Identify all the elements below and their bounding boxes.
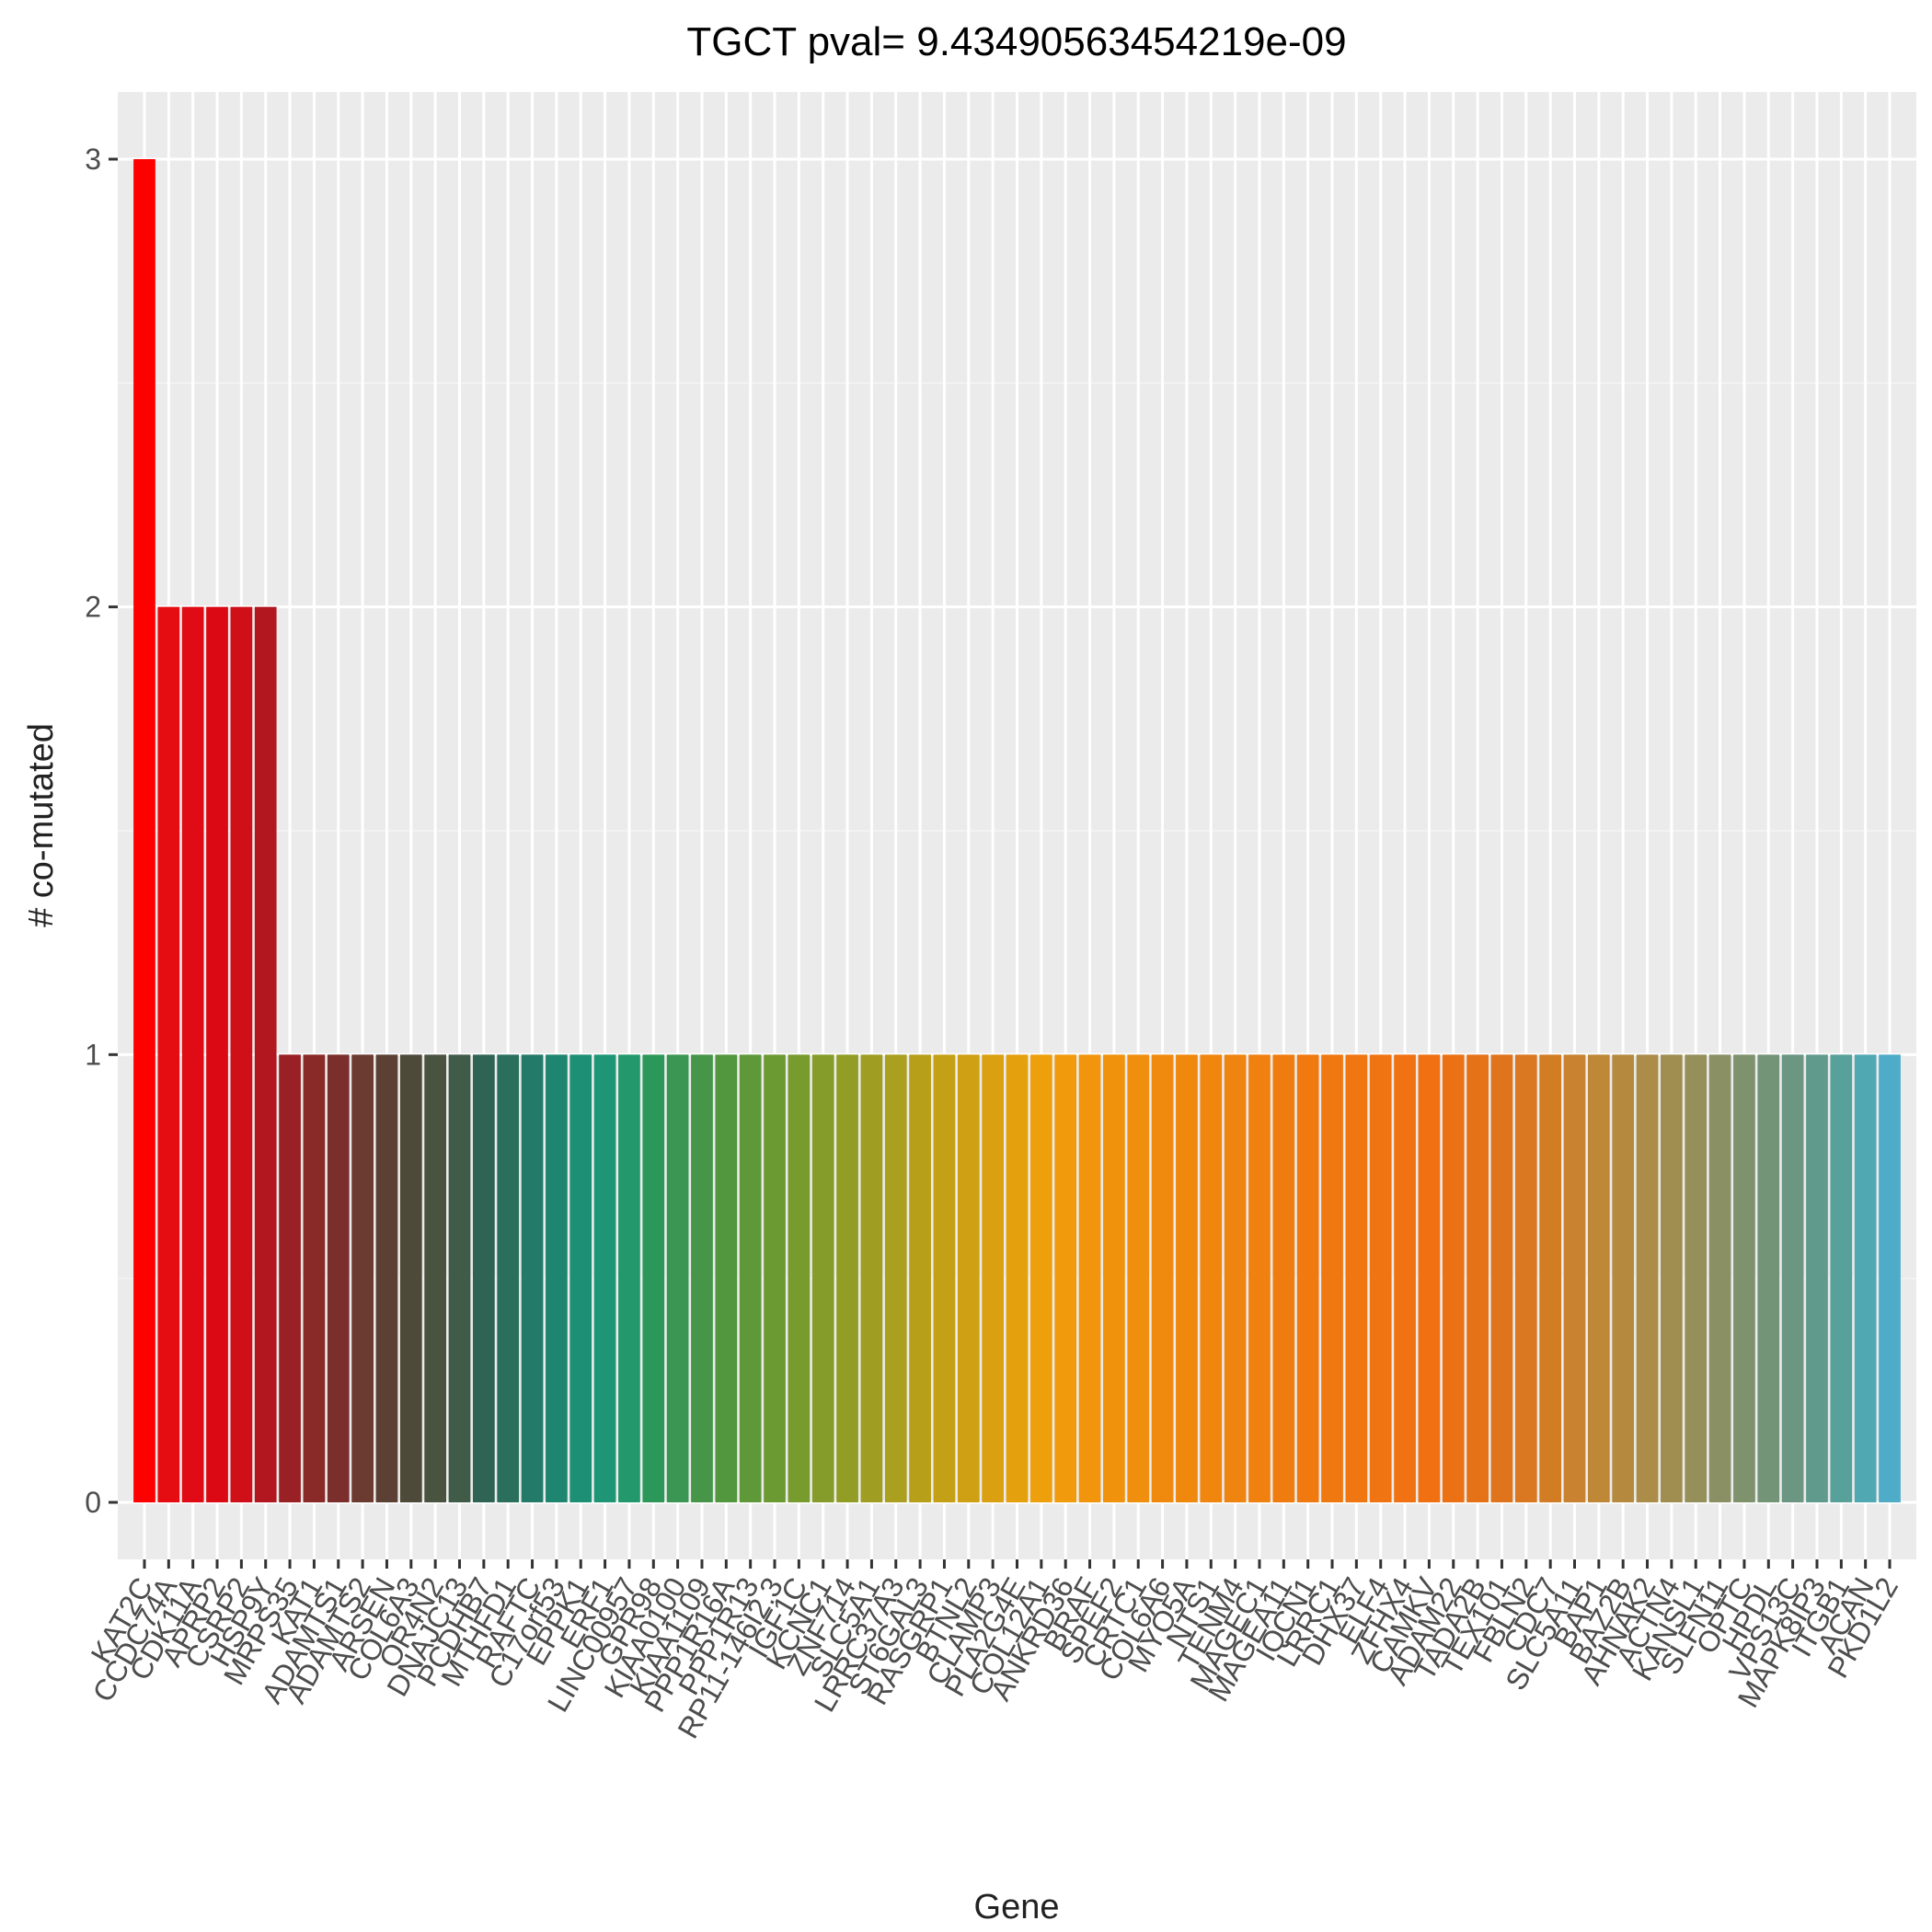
bar-ACAN <box>1854 1054 1877 1502</box>
bar-CDC7 <box>1539 1054 1562 1502</box>
bar-PLA2G4E <box>1006 1054 1029 1502</box>
bar-ADAMTS2 <box>351 1054 374 1502</box>
bar-ZFHX4 <box>1394 1054 1416 1502</box>
bar-KANSL1 <box>1685 1054 1708 1502</box>
y-axis: 0 1 2 3 <box>85 143 118 1519</box>
bar-TEX101 <box>1490 1054 1513 1502</box>
y-tick-label: 2 <box>85 591 101 624</box>
bar-GPR98 <box>642 1054 665 1502</box>
bar-CSRP2 <box>230 606 253 1502</box>
bar-ARSEN <box>375 1054 398 1502</box>
bar-SLFN11 <box>1708 1054 1731 1502</box>
y-tick-label: 3 <box>85 143 101 176</box>
y-tick-label: 0 <box>85 1486 101 1519</box>
bar-ACTN4 <box>1661 1054 1683 1502</box>
bar-PPP1R13 <box>739 1054 762 1502</box>
bar-MRPS35 <box>279 1054 301 1502</box>
bar-BRAF <box>1078 1054 1101 1502</box>
bar-KAT1 <box>303 1054 326 1502</box>
bar-CCDC74A <box>157 606 180 1502</box>
bar-COL6A6 <box>1151 1054 1174 1502</box>
x-axis-title: Gene <box>974 1888 1060 1926</box>
bar-OPTC <box>1733 1054 1755 1502</box>
bar-ZNF714 <box>836 1054 858 1502</box>
bar-ERF1 <box>593 1054 616 1502</box>
bar-MAGEA11 <box>1272 1054 1295 1502</box>
bar-APRP2 <box>206 606 228 1502</box>
chart-title: TGCT pval= 9.43490563454219e-09 <box>686 19 1346 64</box>
bar-MAPK8IP3 <box>1806 1054 1828 1502</box>
bar-ITGB1 <box>1830 1054 1853 1502</box>
bar-COL6A3 <box>399 1054 422 1502</box>
x-axis: KAT2CCCDC74ACDK11AAPRP2CSRP2HSP9YMRPS35K… <box>84 1559 1904 1743</box>
bar-PKD1L2 <box>1879 1054 1901 1502</box>
bar-PPP1R16A <box>715 1054 738 1502</box>
bar-AHNAK2 <box>1636 1054 1659 1502</box>
bar-CDK11A <box>181 606 204 1502</box>
bar-KIAA1109 <box>691 1054 713 1502</box>
bars <box>133 159 1901 1502</box>
bar-BAZ2B <box>1612 1054 1635 1502</box>
bar-CRTC1 <box>1127 1054 1150 1502</box>
y-tick-label: 1 <box>85 1038 101 1071</box>
bar-MAGEC1 <box>1248 1054 1271 1502</box>
bar-ADAM22 <box>1442 1054 1465 1502</box>
bar-FBLN2 <box>1514 1054 1537 1502</box>
bar-DNAJC13 <box>448 1054 471 1502</box>
bar-LRRC37A3 <box>884 1054 907 1502</box>
bar-PCDHB7 <box>472 1054 495 1502</box>
bar-COL12A1 <box>1029 1054 1052 1502</box>
bar-IQCN1 <box>1296 1054 1319 1502</box>
bar-TENM4 <box>1224 1054 1247 1502</box>
bar-RAFTC <box>521 1054 544 1502</box>
bar-HPDL <box>1757 1054 1780 1502</box>
bar-SPEF2 <box>1103 1054 1125 1502</box>
bar-KIAA0100 <box>666 1054 689 1502</box>
bar-LINC00957 <box>618 1054 640 1502</box>
bar-MTHFD1 <box>497 1054 520 1502</box>
bar-CLAMP3 <box>982 1054 1005 1502</box>
bar-MYO5A <box>1176 1054 1198 1502</box>
bar-C17orf53 <box>546 1054 568 1502</box>
bar-TADA2B <box>1466 1054 1489 1502</box>
bar-BAP1 <box>1587 1054 1610 1502</box>
bar-ELF4 <box>1369 1054 1392 1502</box>
bar-LRRC1 <box>1321 1054 1343 1502</box>
bar-ANKRD36 <box>1054 1054 1077 1502</box>
bar-OR4N2 <box>424 1054 447 1502</box>
bar-RASGRP1 <box>933 1054 956 1502</box>
bar-ST6GAL3 <box>909 1054 931 1502</box>
bar-EPPK1 <box>569 1054 592 1502</box>
bar-RP11-146I2.3 <box>764 1054 786 1502</box>
bar-DHX37 <box>1345 1054 1368 1502</box>
bar-VPS13C <box>1781 1054 1804 1502</box>
bar-KCNC1 <box>811 1054 834 1502</box>
bar-KAT2C <box>133 159 155 1502</box>
bar-SLC5A11 <box>1563 1054 1586 1502</box>
bar-NTS1 <box>1200 1054 1223 1502</box>
bar-SLC5A1 <box>860 1054 883 1502</box>
bar-ADAMTS1 <box>327 1054 350 1502</box>
bar-HSP9Y <box>254 606 277 1502</box>
bar-BTNL2 <box>957 1054 980 1502</box>
bar-IGF1C <box>788 1054 811 1502</box>
bar-CAMKV <box>1418 1054 1441 1502</box>
y-axis-title: # co-mutated <box>22 723 61 927</box>
